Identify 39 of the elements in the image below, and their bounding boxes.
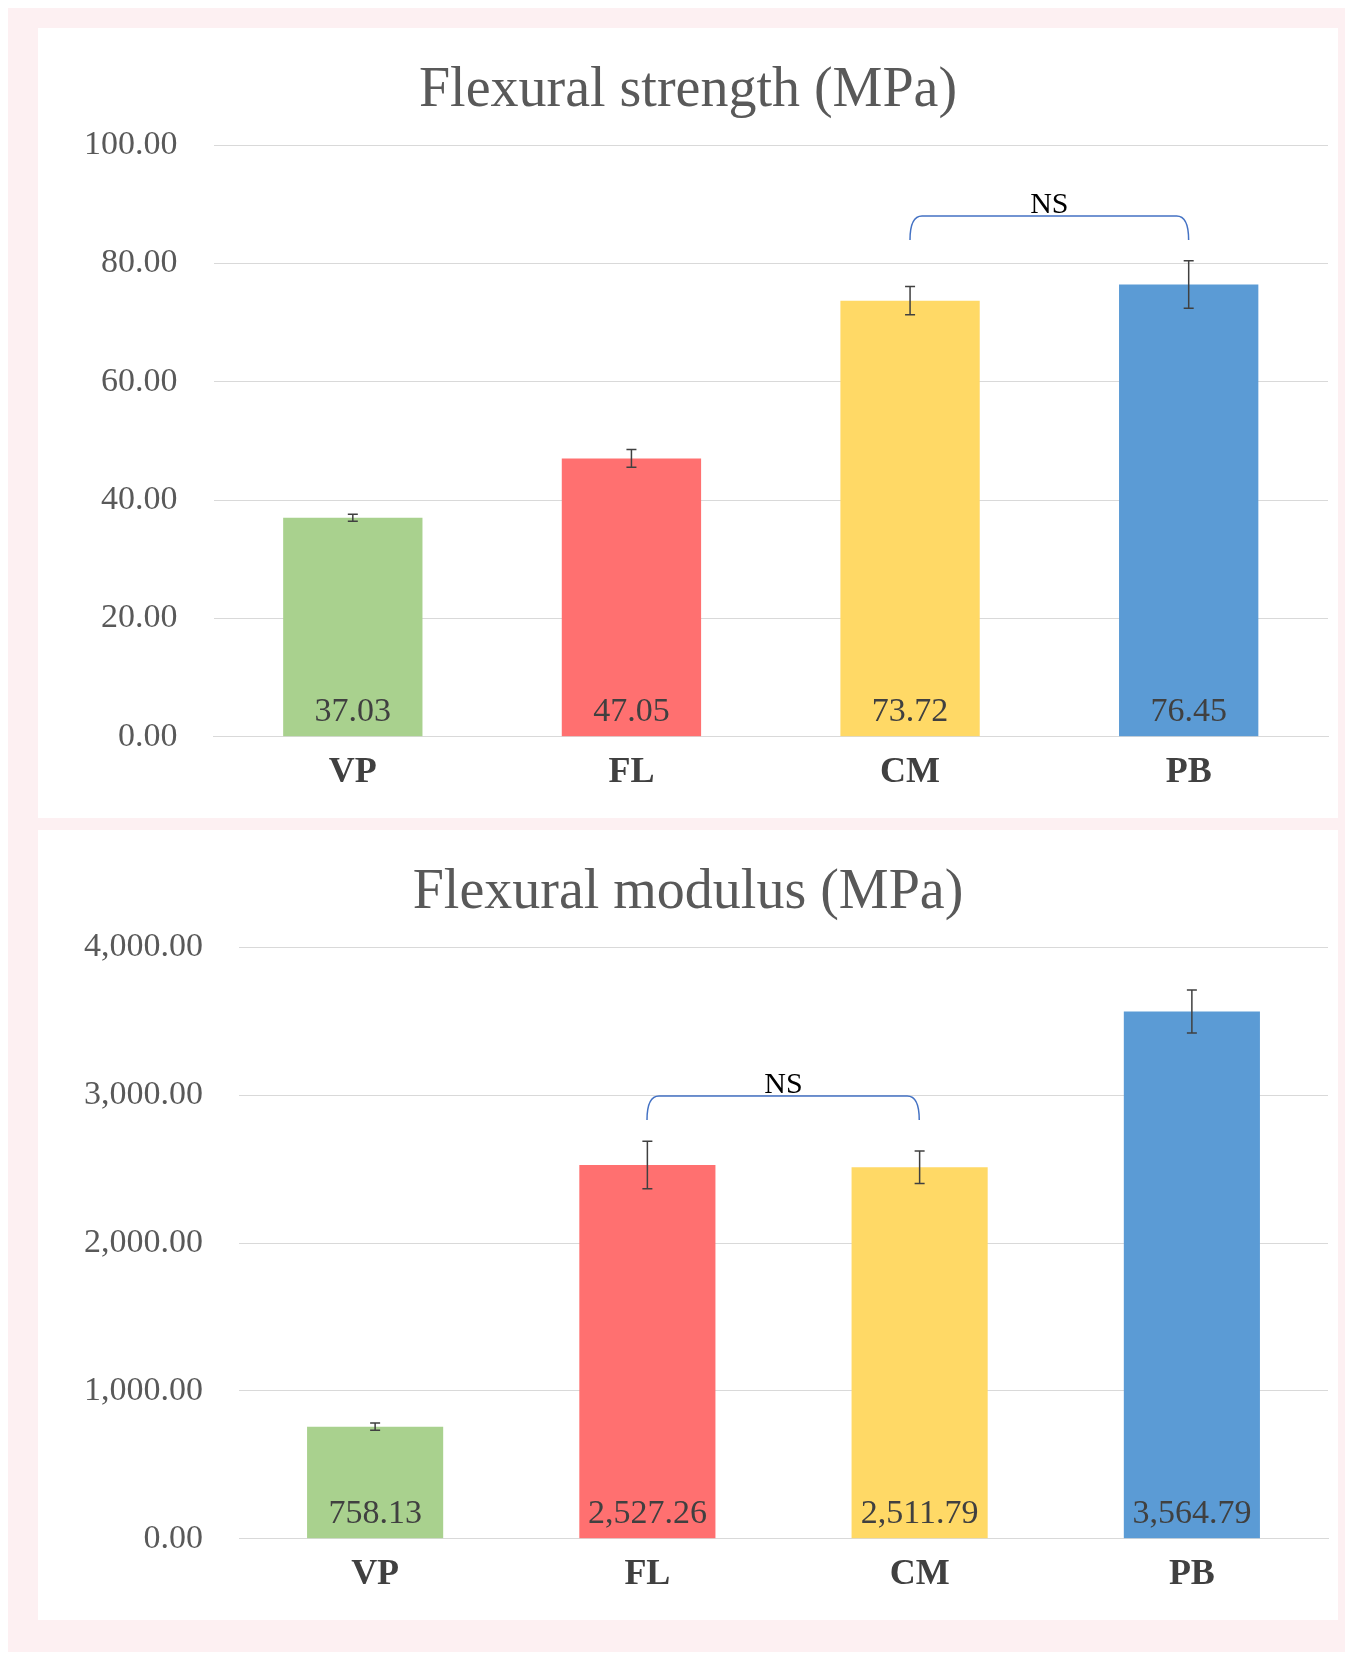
data-label: 3,564.79 (1132, 1492, 1252, 1530)
x-tick-label: FL (608, 749, 655, 790)
data-label: 2,527.26 (587, 1492, 707, 1530)
data-label: 47.05 (593, 690, 670, 728)
bar (1123, 1011, 1260, 1539)
y-tick-label: 60.00 (101, 360, 178, 398)
y-tick-label: 1,000.00 (84, 1369, 203, 1407)
data-label: 73.72 (871, 690, 949, 728)
y-tick-label: 100.00 (84, 124, 178, 162)
data-label: 76.45 (1150, 690, 1227, 728)
x-tick-label: CM (880, 749, 941, 790)
bar (1119, 284, 1259, 737)
x-tick-label: FL (624, 1551, 671, 1592)
y-tick-label: 20.00 (101, 597, 178, 635)
y-tick-label: 2,000.00 (84, 1221, 203, 1259)
bar (840, 300, 980, 737)
y-tick-label: 3,000.00 (84, 1074, 203, 1112)
chart-title: Flexural modulus (MPa) (412, 858, 964, 922)
bar (851, 1167, 988, 1539)
bar (579, 1165, 716, 1539)
bar (307, 1426, 444, 1539)
y-tick-label: 40.00 (101, 479, 178, 517)
x-tick-label: VP (351, 1551, 400, 1592)
chart-title: Flexural strength (MPa) (418, 56, 958, 120)
annotation: NS (763, 1066, 804, 1101)
x-tick-label: PB (1165, 749, 1212, 790)
x-tick-label: CM (889, 1551, 950, 1592)
y-tick-label: 0.00 (118, 715, 178, 753)
bar (283, 517, 423, 737)
data-label: 37.03 (314, 690, 392, 728)
annotation: NS (1029, 185, 1070, 220)
x-tick-label: PB (1168, 1551, 1215, 1592)
y-tick-label: 80.00 (101, 242, 178, 280)
y-tick-label: 0.00 (143, 1517, 203, 1555)
data-label: 2,511.79 (860, 1492, 979, 1530)
bar (561, 458, 702, 737)
y-tick-label: 4,000.00 (84, 926, 203, 964)
data-label: 758.13 (328, 1492, 422, 1530)
x-tick-label: VP (328, 749, 377, 790)
